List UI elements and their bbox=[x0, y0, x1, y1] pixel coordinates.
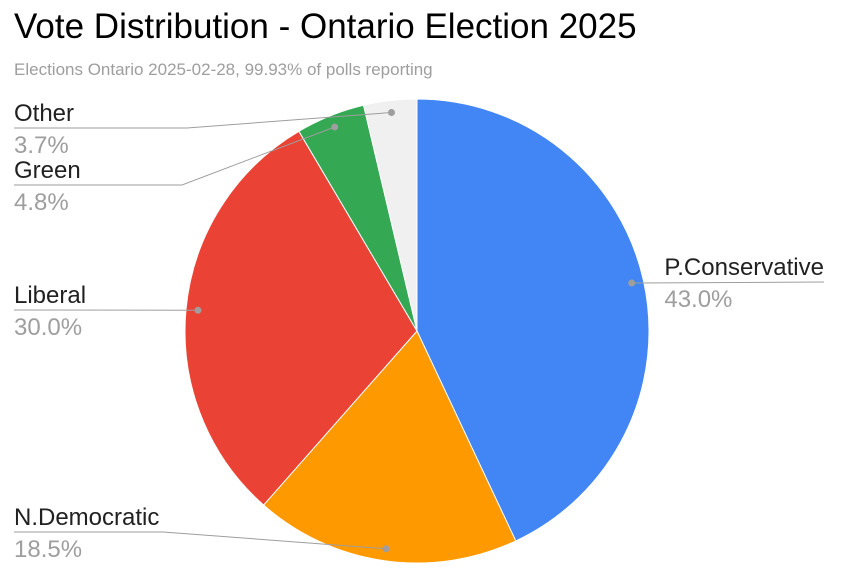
slice-callout-pconservative: P.Conservative 43.0% bbox=[664, 253, 824, 314]
slice-label: P.Conservative bbox=[664, 254, 824, 281]
slice-percent: 18.5% bbox=[14, 536, 83, 563]
slice-label: Green bbox=[14, 157, 81, 184]
leader-dot-p-conservative bbox=[628, 279, 636, 287]
slice-callout-ndemocratic: N.Democratic 18.5% bbox=[14, 503, 159, 564]
leader-dot-green bbox=[331, 123, 339, 131]
chart-title: Vote Distribution - Ontario Election 202… bbox=[14, 7, 637, 46]
leader-line-p-conservative bbox=[631, 281, 825, 284]
slice-callout-green: Green 4.8% bbox=[14, 156, 81, 217]
pie-slice-p-conservative[interactable] bbox=[416, 98, 650, 542]
leader-line-green bbox=[14, 126, 335, 186]
slice-label: Other bbox=[14, 100, 75, 127]
leader-line-n-democratic bbox=[14, 531, 387, 550]
pie-slice-other[interactable] bbox=[362, 98, 418, 332]
leader-dot-liberal bbox=[194, 306, 202, 314]
pie-slice-liberal[interactable] bbox=[184, 130, 418, 506]
chart-subtitle: Elections Ontario 2025-02-28, 99.93% of … bbox=[14, 60, 433, 79]
slice-label: Liberal bbox=[14, 282, 87, 309]
leader-dot-other bbox=[388, 109, 395, 116]
slice-percent: 43.0% bbox=[664, 286, 733, 313]
slice-percent: 4.8% bbox=[14, 189, 69, 216]
pie-slice-n-democratic[interactable] bbox=[262, 330, 517, 564]
slice-callout-liberal: Liberal 30.0% bbox=[14, 281, 86, 342]
slice-label: N.Democratic bbox=[14, 504, 160, 531]
leader-line-other bbox=[14, 112, 392, 129]
slice-percent: 3.7% bbox=[14, 132, 69, 159]
slice-percent: 30.0% bbox=[14, 314, 83, 341]
leader-dot-n-democratic bbox=[382, 545, 390, 553]
slice-callout-other: Other 3.7% bbox=[14, 99, 74, 160]
